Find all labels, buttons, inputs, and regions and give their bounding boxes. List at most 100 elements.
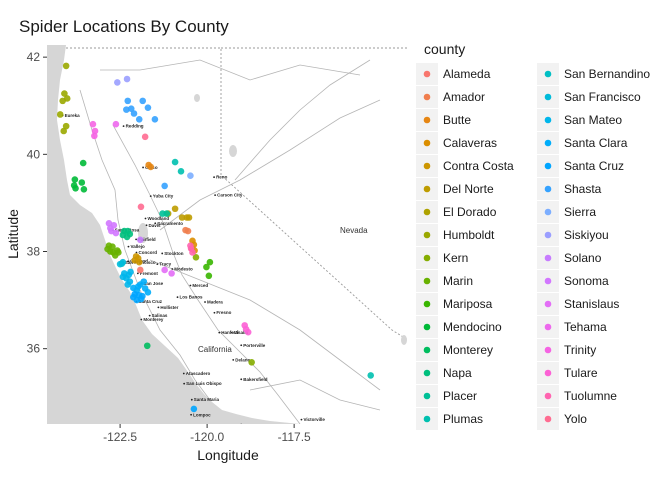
legend-label: Stanislaus xyxy=(564,297,619,311)
city-label: Salinas xyxy=(152,313,168,318)
city-dot xyxy=(190,413,193,416)
data-point xyxy=(130,110,138,117)
legend-label: Butte xyxy=(443,113,471,127)
data-point xyxy=(367,372,375,379)
city-dot xyxy=(183,382,186,385)
legend-swatch xyxy=(423,185,431,193)
city-label: Atascadero xyxy=(186,371,211,376)
data-point xyxy=(135,116,143,123)
city-dot xyxy=(127,245,130,248)
data-point xyxy=(205,272,213,280)
data-point xyxy=(192,254,200,261)
legend-swatch xyxy=(423,300,431,308)
city-dot xyxy=(145,224,148,227)
legend-swatch xyxy=(544,162,552,170)
data-point xyxy=(248,358,255,366)
legend-label: Solano xyxy=(564,251,602,265)
legend-label: Mariposa xyxy=(443,297,493,311)
city-dot xyxy=(142,166,144,169)
city-dot xyxy=(214,194,217,197)
legend-label: San Francisco xyxy=(564,90,641,104)
data-point xyxy=(62,62,70,70)
legend-swatch xyxy=(423,346,431,354)
data-point xyxy=(89,120,97,128)
legend-label: Yolo xyxy=(564,412,587,426)
city-label: Porterville xyxy=(243,343,266,348)
city-label: Yuba City xyxy=(153,194,174,199)
data-point xyxy=(151,116,159,123)
legend-item: Humboldt xyxy=(416,224,495,246)
city-label: Carson City xyxy=(217,193,243,198)
city-dot xyxy=(149,195,152,198)
legend-swatch xyxy=(423,323,431,331)
data-point xyxy=(124,97,132,105)
data-point xyxy=(144,289,152,296)
city-label: Fremont xyxy=(140,271,159,276)
city-dot xyxy=(148,314,151,317)
legend-item: Del Norte xyxy=(416,178,494,200)
legend-label: Tulare xyxy=(564,366,598,380)
data-point xyxy=(187,172,194,180)
data-point xyxy=(147,163,155,171)
legend-swatch xyxy=(423,162,431,170)
y-axis-ticks: 36 38 40 42 xyxy=(27,50,47,356)
data-point xyxy=(124,281,132,288)
legend-swatch xyxy=(544,392,552,400)
legend-swatch xyxy=(423,93,431,101)
data-point xyxy=(72,185,79,192)
legend-swatch xyxy=(544,346,552,354)
data-point xyxy=(123,75,131,83)
city-label: Fresno xyxy=(216,310,231,315)
legend-label: Shasta xyxy=(564,182,602,196)
data-point xyxy=(56,111,64,118)
data-point xyxy=(163,210,171,217)
data-points xyxy=(56,62,375,413)
legend-item: Stanislaus xyxy=(537,293,619,315)
x-tick-label: -122.5 xyxy=(103,430,137,444)
data-point xyxy=(140,278,148,285)
legend-item: San Bernandino xyxy=(537,63,650,85)
region-label-nevada: Nevada xyxy=(340,226,368,235)
legend-item: Shasta xyxy=(537,178,602,200)
legend-label: Amador xyxy=(443,90,485,104)
legend-item: Trinity xyxy=(537,339,596,361)
city-label: Concord xyxy=(138,250,157,255)
city-dot xyxy=(300,418,303,421)
legend-swatch xyxy=(423,139,431,147)
legend-label: Kern xyxy=(443,251,468,265)
legend-item: Napa xyxy=(416,362,472,384)
legend-swatch xyxy=(544,185,552,193)
data-point xyxy=(59,97,66,105)
x-axis-ticks: -122.5 -120.0 -117.5 xyxy=(103,424,311,444)
city-label: Victorville xyxy=(303,417,325,422)
data-point xyxy=(168,270,175,277)
city-dot xyxy=(140,318,143,321)
city-dot xyxy=(154,222,157,225)
data-point xyxy=(135,258,143,266)
city-label: Hollister xyxy=(160,305,178,310)
legend-swatch xyxy=(544,231,552,239)
legend-item: Siskiyou xyxy=(537,224,609,246)
legend-label: Placer xyxy=(443,389,477,403)
city-dot xyxy=(157,306,160,309)
data-point xyxy=(184,227,192,235)
city-dot xyxy=(230,331,233,334)
data-point xyxy=(80,186,88,193)
legend-label: San Mateo xyxy=(564,113,622,127)
data-point xyxy=(161,266,168,274)
city-dot xyxy=(144,217,147,220)
data-point xyxy=(109,249,117,256)
legend-swatch xyxy=(544,369,552,377)
city-label: Tracy xyxy=(159,262,171,267)
data-point xyxy=(136,236,144,244)
legend-label: Santa Clara xyxy=(564,136,628,150)
data-point xyxy=(206,258,214,266)
data-point xyxy=(104,245,111,253)
legend-swatch xyxy=(544,139,552,147)
region-label-california: California xyxy=(198,345,232,354)
city-dot xyxy=(135,251,138,254)
data-point xyxy=(116,260,124,268)
city-dot xyxy=(161,252,164,255)
legend-swatch xyxy=(423,254,431,262)
legend-item: Sierra xyxy=(537,201,596,223)
